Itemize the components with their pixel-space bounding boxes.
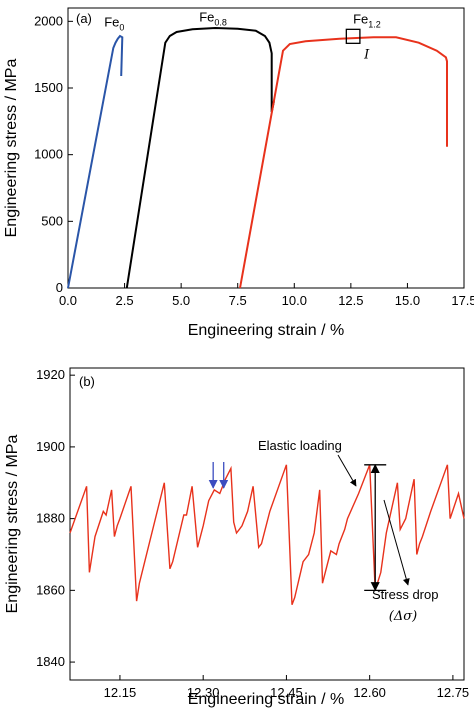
panel-b-xtick-label: 12.30 [187, 685, 220, 700]
panel-a-label: (a) [76, 11, 92, 26]
series-label-0: Fe0 [104, 15, 124, 33]
panel-a-xlabel: Engineering strain / % [188, 322, 345, 339]
panel-a-frame [67, 7, 465, 289]
panel-b-xtick-label: 12.15 [104, 685, 137, 700]
panel-b-ytick-label: 1900 [36, 439, 65, 454]
stress-drop-pointer [383, 499, 410, 586]
series-label-2: Fe1.2 [353, 11, 381, 29]
delta-sigma-label: (Δσ) [389, 609, 417, 624]
panel-a-xtick-label: 10.0 [282, 293, 307, 308]
panel-a-xtick-label: 7.5 [229, 293, 247, 308]
panel-a-series-line-2 [239, 36, 448, 289]
panel-b-series-line-0 [69, 464, 465, 605]
panel-a-xtick-label: 0.0 [59, 293, 77, 308]
panel-a-xtick-label: 15.0 [395, 293, 420, 308]
panel-b-ytick-label: 1860 [36, 582, 65, 597]
panel-a-xtick-label: 12.5 [338, 293, 363, 308]
panel-a-ytick-label: 0 [56, 280, 63, 295]
series-label-1: Fe0.8 [199, 9, 227, 27]
panel-a-ticks: 0.0 2.5 5.0 7.5 10.0 12.5 15.0 17.5 0 500 1000 1500… [34, 13, 474, 308]
panel-b-ylabel: Engineering stress / MPa [4, 435, 21, 614]
panel-a-ytick-label: 500 [41, 213, 63, 228]
panel-b-xlabel: Engineering strain / % [188, 691, 345, 708]
panel-b-frame [69, 367, 465, 681]
panel-b-ticks: 12.15 12.30 12.45 12.60 12.75 1840 1860 1880 190… [36, 367, 469, 700]
stress-drop-label: Stress drop [372, 587, 438, 602]
panel-a: (a) 0.0 2.5 5.0 7.5 10.0 12.5 15.0 17.5 0 500 1000… [3, 7, 474, 339]
panel-a-xtick-label: 2.5 [116, 293, 134, 308]
elastic-loading-pointer [337, 454, 357, 487]
panel-b-xtick-label: 12.60 [353, 685, 386, 700]
zoom-box [345, 28, 361, 44]
panel-b-annotations [208, 454, 410, 592]
panel-a-ytick-label: 1500 [34, 80, 63, 95]
panel-b-label: (b) [79, 374, 95, 389]
panel-a-series-line-0 [67, 34, 124, 289]
panel-a-ytick-label: 2000 [34, 13, 63, 28]
panel-b-ytick-label: 1880 [36, 511, 65, 526]
elastic-loading-label: Elastic loading [258, 438, 342, 453]
panel-a-ytick-label: 1000 [34, 147, 63, 162]
panel-b: (b) 12.15 12.30 12.45 12.60 12.75 1840 1860 188… [4, 367, 469, 708]
panel-a-xtick-label: 5.0 [172, 293, 190, 308]
panel-a-series: I [67, 26, 448, 289]
panel-b-xtick-label: 12.45 [270, 685, 303, 700]
panel-a-series-labels: Fe0 Fe0.8 Fe1.2 [104, 9, 381, 32]
panel-a-series-line-1 [125, 26, 275, 289]
zoom-region-label: I [363, 48, 370, 63]
panel-b-xtick-label: 12.75 [437, 685, 470, 700]
panel-b-series [69, 464, 465, 605]
panel-a-ylabel: Engineering stress / MPa [3, 59, 20, 238]
panel-a-xtick-label: 17.5 [451, 293, 474, 308]
panel-b-ytick-label: 1920 [36, 367, 65, 382]
panel-b-ytick-label: 1840 [36, 654, 65, 669]
